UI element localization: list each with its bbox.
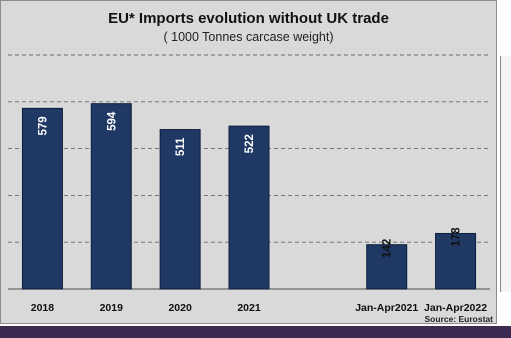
source-note: Source: Eurostat xyxy=(424,314,494,324)
data-label: 594 xyxy=(106,111,118,131)
data-labels: 579 594 511 522 142 178 xyxy=(37,111,462,258)
data-label: 511 xyxy=(175,137,187,156)
bar xyxy=(435,232,477,290)
chart-subtitle: ( 1000 Tonnes carcase weight) xyxy=(163,30,334,44)
x-tick-label: Jan-Apr2021 xyxy=(355,302,418,314)
x-tick-labels: 2018 2019 2020 2021 Jan-Apr2021 Jan-Apr2022 xyxy=(31,302,487,314)
bar xyxy=(366,244,408,290)
bars xyxy=(21,103,477,290)
side-panel-edge xyxy=(500,56,511,292)
bar xyxy=(159,129,201,290)
x-tick-label: 2021 xyxy=(237,302,261,314)
data-label: 142 xyxy=(382,239,394,258)
data-label: 579 xyxy=(37,116,49,135)
bar xyxy=(228,125,270,290)
bar xyxy=(21,107,63,290)
x-tick-label: 2018 xyxy=(31,302,55,314)
footer-band xyxy=(0,326,511,338)
x-tick-label: Jan-Apr2022 xyxy=(424,302,487,314)
bar xyxy=(90,103,132,290)
x-tick-label: 2019 xyxy=(100,302,124,314)
data-label: 178 xyxy=(451,227,463,247)
x-tick-label: 2020 xyxy=(168,302,192,314)
data-label: 522 xyxy=(244,134,256,153)
chart-title: EU* Imports evolution without UK trade xyxy=(108,10,389,27)
